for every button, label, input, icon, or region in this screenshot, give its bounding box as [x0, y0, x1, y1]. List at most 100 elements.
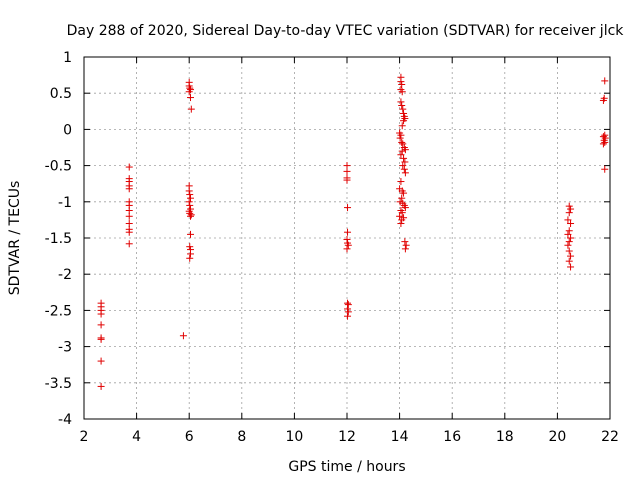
data-point: [344, 228, 352, 236]
data-point: [601, 77, 609, 85]
data-point: [401, 238, 409, 246]
data-point: [179, 332, 187, 340]
x-tick-label: 20: [548, 429, 566, 445]
y-tick-label: 1: [63, 50, 72, 66]
data-point: [398, 88, 406, 96]
y-tick-labels: -4 -3.5 -3 -2.5 -2 -1.5 -1 -0.5 0 0.5 1: [45, 50, 72, 428]
data-point: [567, 263, 575, 271]
data-point: [97, 310, 105, 318]
data-point: [565, 209, 573, 217]
x-tick-label: 14: [391, 429, 409, 445]
data-point: [97, 335, 105, 343]
plot-frame: [83, 56, 611, 420]
data-point: [401, 169, 409, 177]
y-axis-label: SDTVAR / TECUs: [7, 181, 23, 296]
y-tick-label: -3.5: [45, 376, 72, 392]
x-tick-label: 10: [285, 429, 303, 445]
data-point: [399, 105, 407, 113]
data-point: [125, 212, 133, 220]
data-point: [565, 257, 573, 265]
data-point: [599, 140, 607, 148]
y-tick-label: -3: [58, 340, 72, 356]
data-point: [402, 241, 410, 249]
data-point: [185, 88, 193, 96]
data-point: [125, 185, 133, 193]
data-point: [186, 191, 194, 199]
data-point: [396, 134, 404, 142]
data-point: [401, 158, 409, 166]
data-point: [97, 357, 105, 365]
data-point: [398, 194, 406, 202]
data-point: [187, 212, 195, 220]
x-tick-labels: 2 4 6 8 10 12 14 16 18 20 22: [80, 429, 619, 445]
data-point: [398, 147, 406, 155]
data-point: [186, 84, 194, 92]
x-tick-label: 8: [237, 429, 246, 445]
data-point: [398, 216, 406, 224]
data-point: [565, 247, 573, 255]
data-point: [601, 138, 609, 146]
data-point: [399, 140, 407, 148]
data-point: [125, 163, 133, 171]
data-point: [187, 250, 195, 258]
data-point: [567, 220, 575, 228]
data-point: [125, 240, 133, 248]
y-tick-label: -2.5: [45, 303, 72, 319]
data-point: [400, 165, 408, 173]
data-point: [397, 178, 405, 186]
data-point: [397, 151, 405, 159]
data-point: [397, 131, 405, 139]
y-tick-label: -1.5: [45, 231, 72, 247]
data-point: [565, 227, 573, 235]
y-tick-label: -0.5: [45, 159, 72, 175]
data-point: [187, 94, 195, 102]
data-point: [343, 167, 351, 175]
data-point: [398, 102, 406, 110]
data-point: [400, 154, 408, 162]
data-point: [97, 382, 105, 390]
data-point: [567, 234, 575, 242]
data-point: [567, 252, 575, 260]
data-point: [400, 189, 408, 197]
x-tick-label: 12: [338, 429, 356, 445]
data-point: [398, 138, 406, 146]
data-point: [398, 122, 406, 130]
data-point: [187, 194, 195, 202]
data-point: [185, 198, 193, 206]
data-point: [186, 243, 194, 251]
data-point: [343, 245, 351, 253]
data-point: [397, 220, 405, 228]
data-point: [567, 205, 575, 213]
data-point: [401, 245, 409, 253]
x-tick-label: 22: [601, 429, 619, 445]
data-point: [564, 241, 572, 249]
data-point: [344, 204, 352, 212]
data-point: [344, 305, 352, 313]
data-point: [186, 201, 194, 209]
data-point: [400, 117, 408, 125]
data-point: [187, 105, 195, 113]
x-tick-label: 4: [132, 429, 141, 445]
data-point: [344, 301, 352, 309]
data-point: [97, 321, 105, 329]
chart-title: Day 288 of 2020, Sidereal Day-to-day VTE…: [67, 23, 625, 39]
data-point: [397, 78, 405, 86]
data-point: [397, 98, 405, 106]
x-tick-label: 18: [496, 429, 514, 445]
y-tick-label: -2: [58, 267, 72, 283]
x-tick-label: 2: [80, 429, 89, 445]
data-point: [400, 109, 408, 117]
data-point: [564, 230, 572, 238]
data-point: [398, 209, 406, 217]
data-point: [601, 165, 609, 173]
data-point: [599, 133, 607, 141]
data-point: [187, 211, 195, 219]
data-point: [343, 176, 351, 184]
data-point: [344, 308, 352, 316]
data-point: [344, 241, 352, 249]
data-point: [565, 202, 573, 210]
data-point: [186, 209, 194, 217]
data-points: [97, 73, 609, 390]
data-point: [599, 96, 607, 104]
data-point: [396, 212, 404, 220]
